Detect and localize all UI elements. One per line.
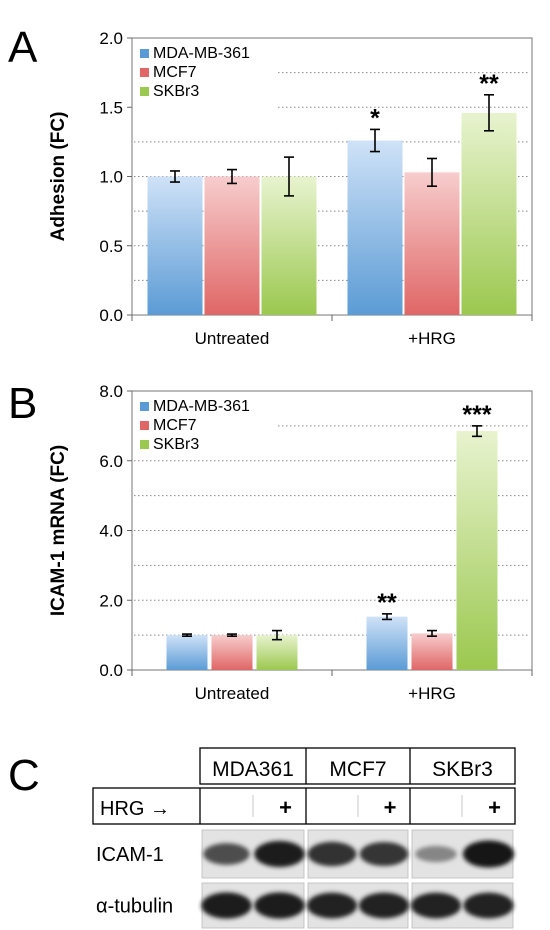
- significance-label: *: [370, 104, 380, 132]
- blot-band: [254, 892, 305, 919]
- y-tick-label: 0.0: [99, 306, 123, 325]
- category-label: Untreated: [195, 329, 270, 348]
- blot-row-label: α-tubulin: [96, 896, 173, 918]
- treatment-mark: +: [488, 795, 501, 820]
- bar: [204, 176, 260, 315]
- western-blot-panel-c: MDA361 MCF7 SKBr3 HRG → + + + ICAM-1 α-tubulin: [92, 747, 516, 929]
- bar: [211, 635, 253, 670]
- blot-row-label: ICAM-1: [96, 844, 164, 866]
- legend-label: MDA-MB-361: [153, 398, 250, 415]
- treatment-mark: +: [384, 795, 397, 820]
- bar: [411, 633, 453, 670]
- bar: [147, 176, 203, 315]
- y-tick-label: 2.0: [99, 29, 123, 48]
- significance-label: **: [479, 70, 499, 98]
- y-tick-label: 0.5: [99, 237, 123, 256]
- legend-swatch: [140, 49, 149, 58]
- blot-column-label: MDA361: [212, 758, 294, 781]
- blot-band: [201, 892, 252, 919]
- bar: [347, 140, 403, 315]
- legend-label: MCF7: [153, 64, 197, 81]
- panel-letter-b: B: [8, 379, 37, 428]
- y-axis-label: Adhesion (FC): [48, 112, 69, 242]
- blot-column-label: SKBr3: [432, 758, 493, 781]
- blot-column-label: MCF7: [329, 758, 386, 781]
- blot-band: [307, 841, 357, 867]
- significance-label: ***: [462, 401, 491, 429]
- chart-panel-a: 0.0 0.5 1.0 1.5 2.0 Adhesion (FC) Untreated +HR…: [48, 29, 533, 348]
- legend-label: SKBr3: [153, 436, 199, 453]
- legend-label: MCF7: [153, 417, 197, 434]
- blot-band: [410, 892, 462, 919]
- treatment-label: HRG →: [100, 798, 170, 820]
- legend-swatch: [140, 421, 149, 430]
- blot-band: [254, 840, 305, 868]
- bar: [366, 616, 408, 670]
- treatment-mark: +: [279, 795, 292, 820]
- category-label: +HRG: [408, 329, 456, 348]
- blot-band: [306, 892, 358, 919]
- blot-band: [203, 843, 250, 865]
- y-tick-label: 8.0: [99, 382, 123, 401]
- blot-band: [462, 840, 515, 868]
- category-label: Untreated: [195, 684, 270, 703]
- legend-swatch: [140, 402, 149, 411]
- y-axis-label: ICAM-1 mRNA (FC): [48, 445, 69, 616]
- panel-letter-a: A: [8, 23, 38, 72]
- bar: [461, 112, 517, 315]
- y-tick-label: 1.0: [99, 168, 123, 187]
- legend-label: SKBr3: [153, 83, 199, 100]
- bar: [404, 172, 460, 315]
- header-cell-border: [199, 747, 516, 785]
- chart-panel-b: 0.0 2.0 4.0 6.0 8.0 ICAM-1 mRNA (FC) Untreated…: [48, 382, 533, 703]
- y-tick-label: 0.0: [99, 661, 123, 680]
- y-tick-label: 4.0: [99, 522, 123, 541]
- blot-band: [415, 845, 457, 863]
- panel-letter-c: C: [8, 751, 40, 800]
- bar: [456, 431, 498, 670]
- y-tick-label: 1.5: [99, 98, 123, 117]
- y-tick-label: 2.0: [99, 591, 123, 610]
- y-tick-label: 6.0: [99, 452, 123, 471]
- blot-band: [358, 892, 410, 919]
- blot-band: [463, 892, 514, 919]
- legend-swatch: [140, 440, 149, 449]
- bar: [261, 176, 317, 315]
- blot-band: [359, 841, 409, 867]
- bar: [256, 635, 298, 670]
- category-label: +HRG: [408, 684, 456, 703]
- legend-swatch: [140, 87, 149, 96]
- legend-label: MDA-MB-361: [153, 45, 250, 62]
- significance-label: **: [377, 589, 397, 617]
- treatment-row-border: [92, 787, 516, 825]
- bar: [166, 635, 208, 670]
- legend-swatch: [140, 68, 149, 77]
